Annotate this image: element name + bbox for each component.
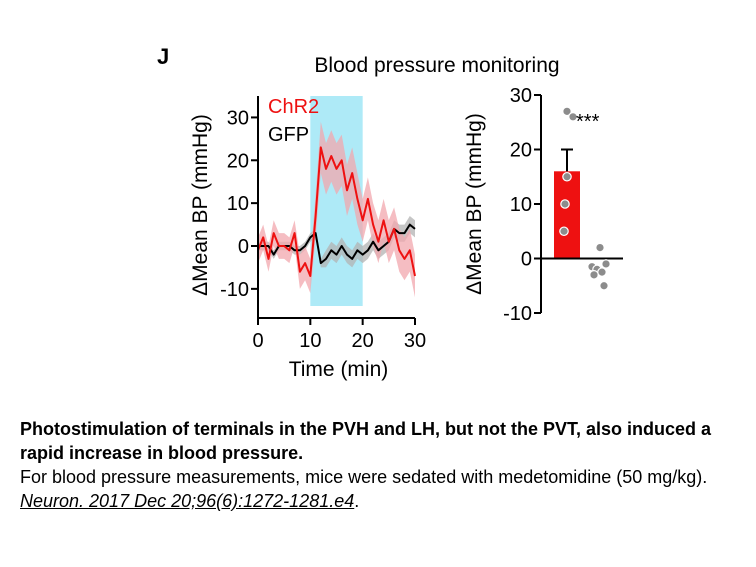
line-y-tick-label: 30: [227, 107, 249, 129]
citation-link[interactable]: Neuron. 2017 Dec 20;96(6):1272-1281.e4: [20, 491, 355, 511]
bar-y-tick-label: 30: [510, 85, 532, 107]
bar-y-tick-label: 20: [510, 140, 532, 162]
bar-y-tick-label: 0: [521, 249, 532, 271]
line-x-tick-label: 10: [299, 330, 321, 352]
caption-headline: Photostimulation of terminals in the PVH…: [20, 419, 712, 463]
legend-chr2: ChR2: [268, 96, 319, 118]
gfp-data-point: [601, 259, 611, 269]
line-chart: -10 0 10 20 30 0 10 20 30 Time (min) ΔMean BP (mmH…: [189, 96, 426, 381]
bar-y-tick-label: -10: [503, 303, 532, 325]
bar-y-axis-label: ΔMean BP (mmHg): [463, 113, 486, 295]
chr2-bar: [554, 171, 580, 259]
caption-body: For blood pressure measurements, mice we…: [20, 467, 708, 487]
chr2-series-line: [257, 146, 416, 277]
gfp-bar: [587, 258, 613, 267]
bar-chart: *** -10 0 10 20 30 ΔMean BP (mmHg): [463, 85, 623, 325]
panel-label: J: [157, 44, 169, 69]
chr2-data-point: [560, 199, 570, 209]
line-y-tick-label: 20: [227, 150, 249, 172]
line-y-tick-label: 0: [238, 236, 249, 258]
significance-annotation: ***: [576, 111, 600, 133]
chr2-data-point: [568, 112, 578, 122]
chr2-data-point: [562, 106, 572, 117]
line-x-axis-label: Time (min): [289, 358, 389, 381]
chr2-data-point: [562, 171, 572, 182]
legend-gfp: GFP: [268, 124, 309, 146]
gfp-data-point: [597, 267, 607, 277]
gfp-data-point: [589, 270, 599, 280]
line-x-tick-label: 20: [352, 330, 374, 352]
line-y-axis-label: ΔMean BP (mmHg): [189, 114, 212, 296]
line-y-tick-label: -10: [220, 279, 249, 301]
gfp-data-point: [599, 280, 609, 291]
figure-title: Blood pressure monitoring: [314, 54, 559, 77]
line-x-tick-label: 0: [252, 330, 263, 352]
figure-caption: Photostimulation of terminals in the PVH…: [20, 417, 750, 513]
line-y-tick-label: 10: [227, 193, 249, 215]
chr2-data-point: [559, 226, 569, 237]
caption-trailing: .: [354, 491, 360, 511]
gfp-data-point: [595, 242, 605, 253]
bar-y-tick-label: 10: [510, 194, 532, 216]
line-x-tick-label: 30: [404, 330, 426, 352]
figure: J Blood pressure monitoring -10 0 10 20 30 0 1…: [157, 44, 623, 381]
